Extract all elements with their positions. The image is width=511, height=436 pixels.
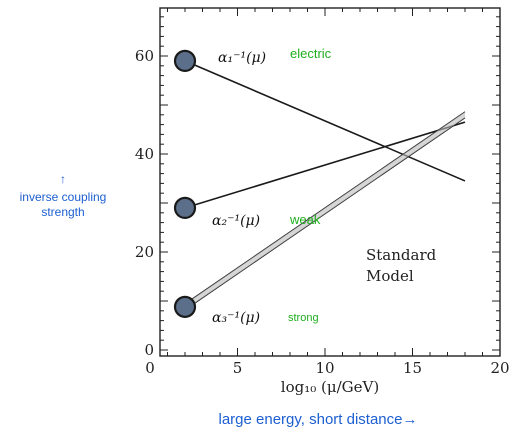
side-label-line2: strength [41, 205, 84, 219]
standard-label: Standard [366, 246, 437, 264]
y-tick-labels: 0 20 40 60 [135, 47, 154, 359]
y-tick-label: 0 [144, 341, 154, 359]
series-line-2 [184, 121, 466, 209]
strong-label: strong [288, 312, 319, 324]
series-line-3-band [185, 111, 465, 310]
series-label-alpha1: α₁⁻¹(μ) [218, 50, 266, 66]
series-marker-3 [173, 295, 197, 318]
y-tick-label: 20 [135, 243, 154, 261]
series-line-3-band-edge [184, 111, 466, 305]
series-marker-1 [173, 49, 197, 73]
x-tick-label: 0 [145, 359, 155, 377]
series-line-1 [184, 60, 466, 182]
series-markers [173, 49, 197, 318]
x-axis-label: log₁₀ (μ/GeV) [281, 378, 379, 396]
x-tick-label: 15 [403, 359, 422, 377]
series-label-alpha3: α₃⁻¹(μ) [212, 310, 260, 326]
x-tick-label: 10 [315, 359, 334, 377]
side-label-arrow: ↑ [60, 172, 66, 186]
weak-label: weak [289, 212, 321, 227]
side-label-line1: inverse coupling [20, 190, 107, 204]
bottom-caption: large energy, short distance→ [219, 411, 418, 428]
model-label: Model [366, 267, 414, 285]
y-tick-label: 60 [135, 47, 154, 65]
axis-ticks [160, 8, 501, 356]
y-tick-label: 40 [135, 145, 154, 163]
electric-label: electric [290, 46, 332, 61]
x-tick-labels: 0 5 10 15 20 [145, 359, 509, 377]
x-tick-label: 5 [233, 359, 243, 377]
series-label-alpha2: α₂⁻¹(μ) [212, 213, 260, 229]
x-tick-label: 20 [490, 359, 509, 377]
series-marker-2 [173, 196, 197, 219]
plot-frame [159, 7, 501, 357]
series-lines [184, 60, 466, 311]
